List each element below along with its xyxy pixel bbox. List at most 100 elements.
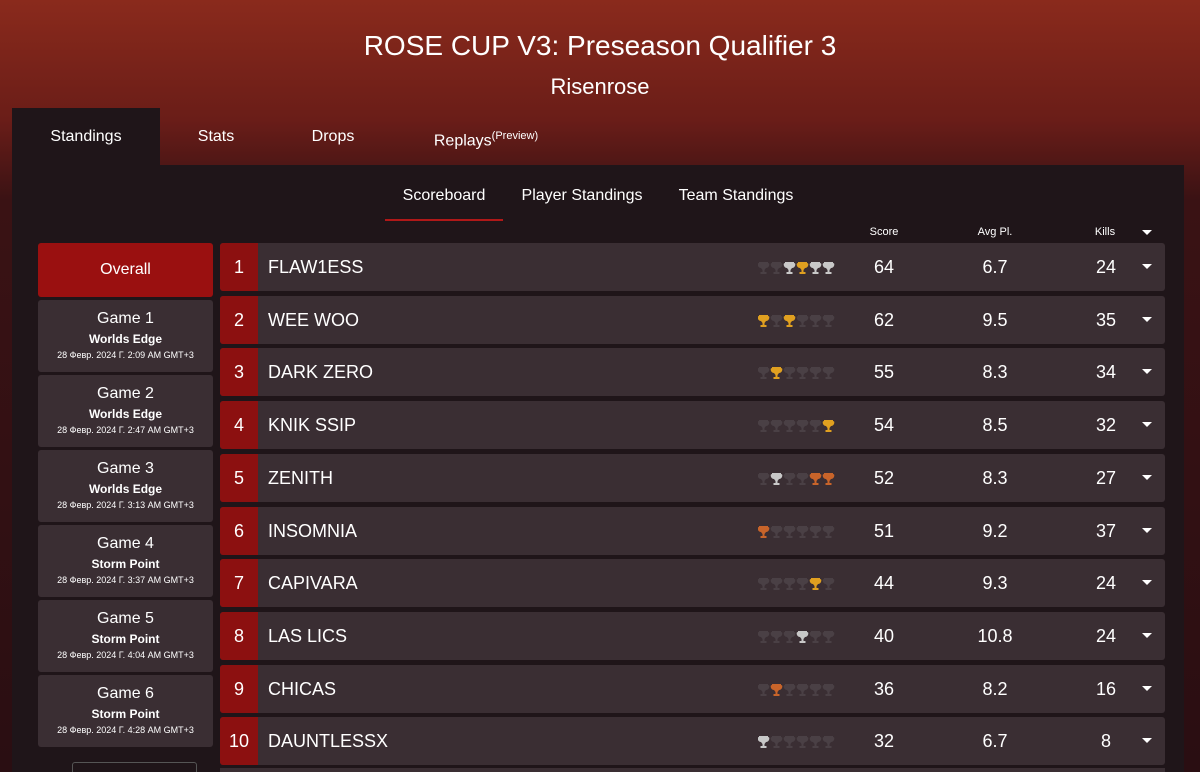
rank: 6 [220,506,258,555]
game-map: Worlds Edge [88,407,163,421]
stat-score: 32 [873,731,895,752]
stat-avg: 9.2 [982,520,1008,541]
expand-toggle[interactable] [1142,264,1152,269]
game-filter[interactable]: Game 3 Worlds Edge 28 Февр. 2024 Г. 3:13 A… [38,450,213,522]
trophy-list [758,367,835,380]
game-filter[interactable]: Game 4 Storm Point 28 Февр. 2024 Г. 3:37 A… [38,525,213,597]
team-row[interactable]: 6 INSOMNIA 51 9.2 37 [220,506,1165,555]
game-map: Worlds Edge [88,482,163,496]
game-filter[interactable]: Game 6 Storm Point 28 Февр. 2024 Г. 4:28 A… [38,675,213,747]
stat-kills: 16 [1095,678,1117,699]
subtab[interactable]: Player Standings [521,187,643,204]
expand-toggle[interactable] [1142,527,1152,533]
team-row[interactable]: 5 ZENITH 52 8.3 27 [220,453,1165,502]
game-filter[interactable]: Game 5 Storm Point 28 Февр. 2024 Г. 4:04 A… [38,600,213,672]
team-row[interactable]: 7 CAPIVARA 44 9.3 24 [220,559,1165,608]
trophy [758,367,770,380]
expand-toggle[interactable] [1142,316,1152,322]
stat-score: 52 [873,467,895,488]
tab[interactable]: Stats [160,108,272,165]
trophy-list [758,683,835,696]
game-filter[interactable]: Game 1 Worlds Edge 28 Февр. 2024 Г. 2:09 A… [38,300,213,372]
stat-kills: 27 [1095,467,1117,488]
team-row[interactable]: 9 CHICAS 36 8.2 16 [220,664,1165,713]
game-title: Game 2 [97,385,154,402]
tab[interactable]: Replays(Preview) [394,108,578,165]
stat-avg: 9.5 [982,309,1008,330]
stat-score: 64 [873,257,895,277]
stat-avg: 6.7 [982,257,1008,277]
rank: 5 [220,453,258,502]
stat-avg: 8.2 [982,678,1008,699]
trophy [809,314,822,327]
stat-avg: 6.7 [982,731,1008,752]
subtab[interactable]: Team Standings [678,187,794,204]
stat-score: 54 [873,415,895,436]
team-row[interactable]: 10 DAUNTLESSX 32 6.7 8 [220,717,1165,766]
expand-toggle[interactable] [1142,369,1152,375]
trophy [809,262,822,274]
trophy [783,472,796,485]
team-row[interactable]: 3 DARK ZERO 55 8.3 34 [220,348,1165,397]
column-header[interactable]: Avg Pl. [977,226,1013,238]
trophy-list [758,525,835,538]
trophy [809,736,822,749]
team-row[interactable]: 8 LAS LICS 40 10.8 24 [220,611,1165,660]
tab[interactable]: Drops [272,108,394,165]
expand-toggle[interactable] [1142,474,1152,480]
team-name: KNIK SSIP [268,415,357,436]
expand-toggle[interactable] [1142,685,1152,691]
game-filter[interactable]: Overall [38,243,213,297]
trophy [796,314,809,327]
trophy [796,367,809,380]
trophy [758,262,770,274]
trophy [770,683,783,696]
column-header[interactable]: Score [869,226,899,238]
team-name: LAS LICS [268,625,348,646]
stat-score: 36 [873,678,895,699]
expand-toggle[interactable] [1142,738,1152,744]
trophy [822,314,835,327]
game-title: Game 3 [97,460,154,477]
trophy [809,630,822,643]
organizer: Risenrose [550,74,650,99]
team-row[interactable]: 1 FLAW1ESS 64 6.7 24 [220,243,1165,291]
trophy [796,420,809,433]
expand-toggle[interactable] [1142,422,1152,428]
sort-toggle[interactable] [1142,230,1152,235]
trophy [822,683,835,696]
next-row [220,768,1165,772]
tab-label: Standings [50,128,122,145]
column-header[interactable]: Kills [1094,226,1116,238]
game-filter[interactable]: Game 2 Worlds Edge 28 Февр. 2024 Г. 2:47 A… [38,375,213,447]
trophy [783,420,796,433]
team-name: CAPIVARA [268,573,358,594]
trophy-list [758,262,835,274]
expand-toggle[interactable] [1142,580,1152,586]
stat-avg: 10.8 [977,625,1013,646]
stat-avg: 8.5 [982,415,1008,436]
game-title: Game 4 [97,535,154,552]
trophy [783,578,796,591]
stat-kills: 8 [1100,731,1111,752]
team-row[interactable]: 2 WEE WOO 62 9.5 35 [220,295,1165,344]
expand-toggle[interactable] [1142,632,1152,638]
game-map: Worlds Edge [88,332,163,346]
trophy [783,525,796,538]
rank: 2 [220,295,258,344]
trophy [758,578,770,591]
rank: 1 [220,243,258,291]
rank: 9 [220,664,258,713]
team-row[interactable]: 4 KNIK SSIP 54 8.5 32 [220,401,1165,450]
tab[interactable]: Standings [12,108,160,165]
more-button[interactable] [72,762,197,772]
trophy [796,472,809,485]
trophy [822,525,835,538]
trophy [796,262,809,274]
subtab[interactable]: Scoreboard [385,187,503,221]
game-date: 28 Февр. 2024 Г. 4:28 AM GMT+3 [57,725,194,735]
trophy [770,736,783,749]
game-date: 28 Февр. 2024 Г. 4:04 AM GMT+3 [57,650,194,660]
trophy [796,525,809,538]
